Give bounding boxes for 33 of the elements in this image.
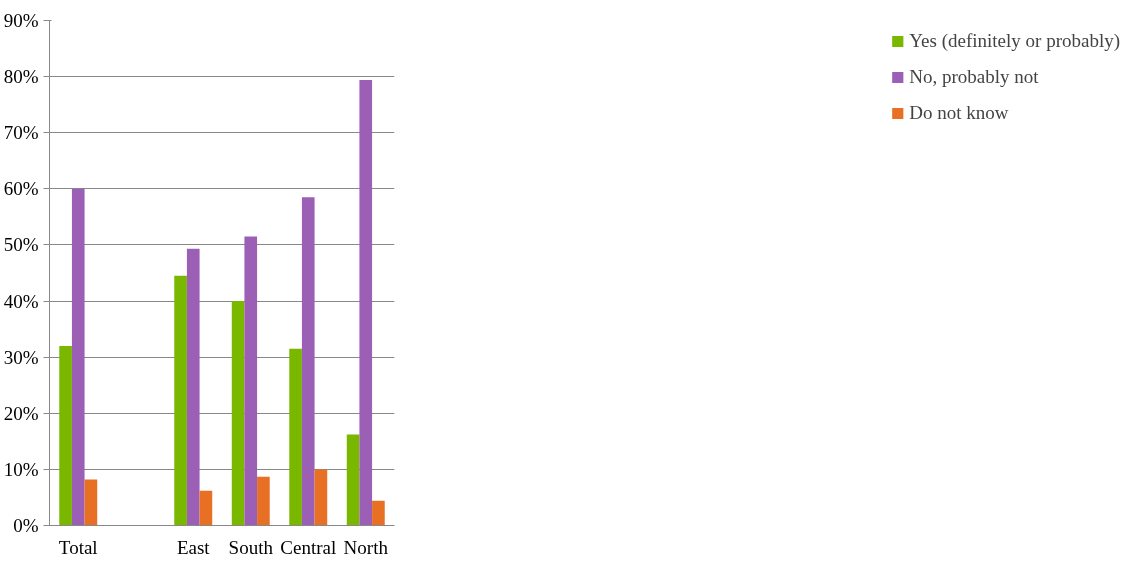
bar (346, 434, 360, 526)
bar (244, 236, 258, 526)
x-tick-label: North (343, 536, 389, 558)
bar (301, 197, 315, 526)
y-tick-label: 60% (3, 178, 39, 200)
bar (59, 345, 72, 526)
legend-label: Do not know (909, 102, 1009, 124)
y-tick-label: 0% (13, 515, 39, 536)
legend-label: No, probably not (909, 66, 1039, 88)
bar (314, 469, 328, 526)
x-tick-label: South (228, 536, 274, 558)
bar (84, 479, 98, 526)
bar (186, 248, 200, 526)
y-tick-label: 30% (3, 346, 39, 368)
x-tick-label: Total (58, 536, 98, 558)
y-tick-label: 40% (3, 290, 39, 312)
x-tick-label: Central (280, 536, 337, 558)
bar (289, 348, 302, 526)
x-tick-label: East (176, 536, 211, 558)
bar (174, 275, 187, 526)
y-tick-label: 50% (3, 234, 39, 256)
y-tick-label: 80% (3, 66, 39, 88)
bar (199, 490, 213, 526)
bar (231, 301, 245, 526)
bar (71, 188, 85, 526)
y-tick-label: 90% (3, 10, 39, 31)
bar (359, 79, 373, 526)
bar (257, 476, 270, 526)
y-tick-label: 20% (3, 402, 39, 424)
legend-label: Yes (definitely or probably) (909, 30, 1120, 52)
y-tick-label: 70% (3, 122, 39, 144)
bar (372, 500, 385, 526)
y-tick-label: 10% (3, 458, 39, 480)
